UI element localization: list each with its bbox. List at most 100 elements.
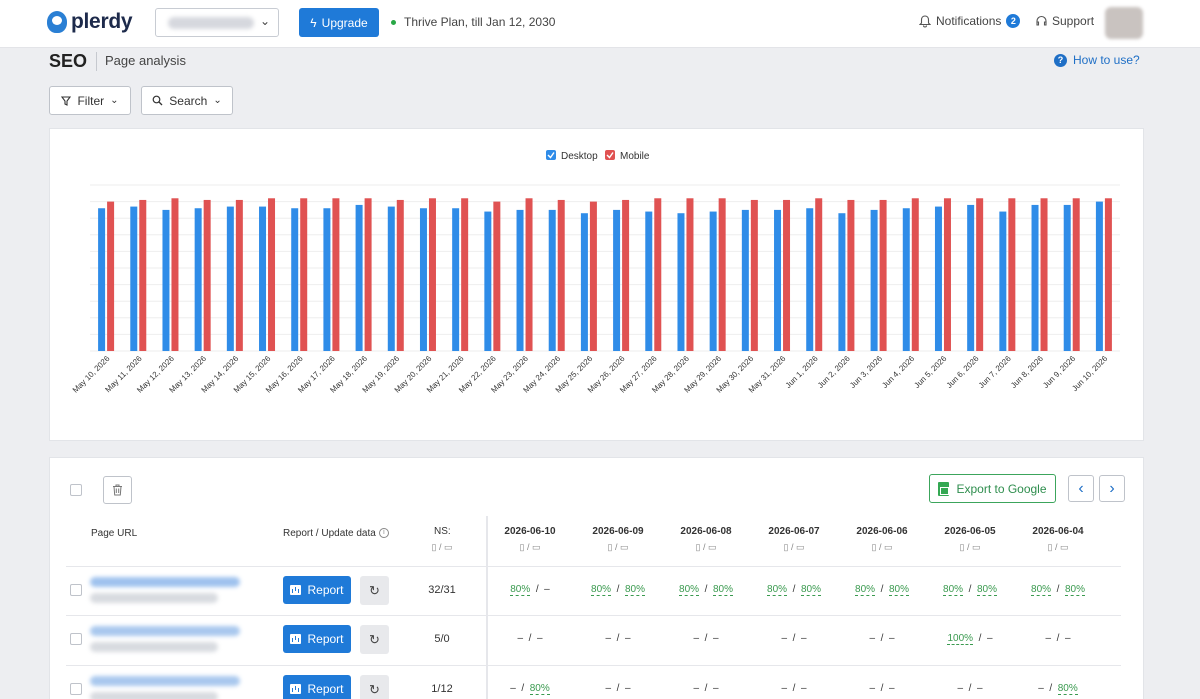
plerdy-logo-icon [47, 11, 67, 33]
bar-mobile [1008, 198, 1016, 351]
score-separator: / [611, 584, 625, 595]
mobile-score[interactable]: 80% [943, 584, 964, 596]
bar-desktop [709, 211, 717, 351]
row-checkbox[interactable] [70, 584, 82, 596]
desktop-score: – [624, 683, 631, 694]
desktop-score[interactable]: 80% [976, 584, 997, 596]
notifications-label: Notifications [936, 14, 1002, 28]
desktop-score[interactable]: 80% [1057, 683, 1078, 695]
date-header: 2026-06-05 [944, 526, 996, 537]
question-icon: ? [1054, 53, 1067, 67]
update-data-button[interactable]: ↻ [360, 675, 389, 699]
bar-mobile [718, 198, 726, 351]
report-button[interactable]: Report [283, 675, 351, 699]
bar-desktop [1031, 204, 1039, 351]
score-cell: – / – [842, 633, 922, 644]
report-button[interactable]: Report [283, 625, 351, 653]
bar-desktop [452, 208, 460, 351]
desktop-score[interactable]: 80% [624, 584, 645, 596]
update-data-button[interactable]: ↻ [360, 625, 389, 654]
score-separator: / [787, 633, 801, 644]
desktop-score[interactable]: 80% [712, 584, 733, 596]
score-separator: / [787, 683, 801, 694]
score-cell: 100% / – [930, 633, 1010, 645]
row-divider [66, 665, 1121, 666]
page-title-link[interactable] [90, 577, 240, 587]
bar-desktop [645, 211, 653, 351]
filter-label: Filter [77, 93, 105, 108]
user-avatar[interactable] [1105, 7, 1143, 39]
bar-mobile [171, 198, 179, 351]
upgrade-button[interactable]: ϟ Upgrade [299, 8, 379, 37]
update-data-button[interactable]: ↻ [360, 576, 389, 605]
mobile-score[interactable]: 80% [855, 584, 876, 596]
desktop-score[interactable]: 80% [1064, 584, 1085, 596]
page-title-link[interactable] [90, 626, 240, 636]
page-url [90, 593, 218, 603]
mobile-score[interactable]: 80% [679, 584, 700, 596]
next-dates-button[interactable]: › [1099, 475, 1125, 502]
bar-mobile [493, 201, 501, 351]
legend-checkbox-mobile [605, 150, 615, 160]
score-cell: 80% / 80% [930, 584, 1010, 596]
filter-button[interactable]: Filter ⌄ [49, 86, 131, 115]
select-all-checkbox[interactable] [70, 484, 82, 496]
x-tick-label: Jun 4, 2026 [880, 354, 916, 390]
bar-desktop [291, 208, 299, 351]
ns-header: NS: [434, 526, 451, 537]
bar-desktop [934, 206, 942, 351]
notifications-button[interactable]: Notifications 2 [919, 14, 1021, 28]
bar-desktop [259, 206, 267, 351]
chevron-down-icon: ⌄ [110, 95, 119, 106]
search-button[interactable]: Search ⌄ [141, 86, 233, 115]
bar-mobile [139, 199, 147, 351]
mobile-score: – [510, 683, 516, 694]
bar-desktop [580, 213, 588, 351]
mobile-score[interactable]: 100% [947, 633, 974, 645]
score-cell: – / – [578, 683, 658, 694]
bar-mobile [622, 199, 630, 351]
report-label: Report [307, 682, 344, 696]
prev-dates-button[interactable]: ‹ [1068, 475, 1094, 502]
trash-icon [113, 484, 122, 496]
support-button[interactable]: Support [1035, 14, 1094, 28]
how-to-use-link[interactable]: ? How to use? [1054, 53, 1140, 67]
row-checkbox[interactable] [70, 683, 82, 695]
info-icon[interactable]: i [378, 528, 389, 539]
site-name-blurred [168, 17, 254, 29]
bar-desktop [484, 211, 492, 351]
desktop-score[interactable]: 80% [800, 584, 821, 596]
bar-mobile [428, 198, 436, 351]
title-divider [96, 52, 97, 71]
lightning-icon: ϟ [310, 15, 317, 30]
page-url [90, 642, 218, 652]
row-checkbox[interactable] [70, 633, 82, 645]
bar-desktop [870, 209, 878, 351]
export-to-google-button[interactable]: Export to Google [929, 474, 1056, 503]
bar-desktop [741, 209, 749, 351]
mobile-score[interactable]: 80% [767, 584, 788, 596]
refresh-icon: ↻ [369, 681, 380, 697]
mobile-score[interactable]: 80% [1031, 584, 1052, 596]
ns-value: 32/31 [428, 584, 456, 596]
chevron-down-icon: ⌄ [259, 14, 270, 28]
desktop-score: – [544, 584, 550, 595]
bar-desktop [548, 209, 556, 351]
delete-button[interactable] [103, 476, 132, 504]
bar-mobile [557, 199, 565, 351]
mobile-score[interactable]: 80% [591, 584, 612, 596]
desktop-score[interactable]: 80% [888, 584, 909, 596]
site-selector[interactable]: ⌄ [155, 8, 279, 37]
mobile-score[interactable]: 80% [510, 584, 531, 596]
device-icons: ▯ / ▭ [871, 542, 893, 552]
bar-mobile [686, 198, 694, 351]
bar-mobile [783, 199, 791, 351]
bar-desktop [226, 206, 234, 351]
score-separator: / [963, 683, 977, 694]
page-title-link[interactable] [90, 676, 240, 686]
desktop-score[interactable]: 80% [529, 683, 550, 695]
logo[interactable]: plerdy [47, 10, 133, 34]
score-separator: / [1051, 633, 1065, 644]
score-cell: – / – [1018, 633, 1098, 644]
report-button[interactable]: Report [283, 576, 351, 604]
